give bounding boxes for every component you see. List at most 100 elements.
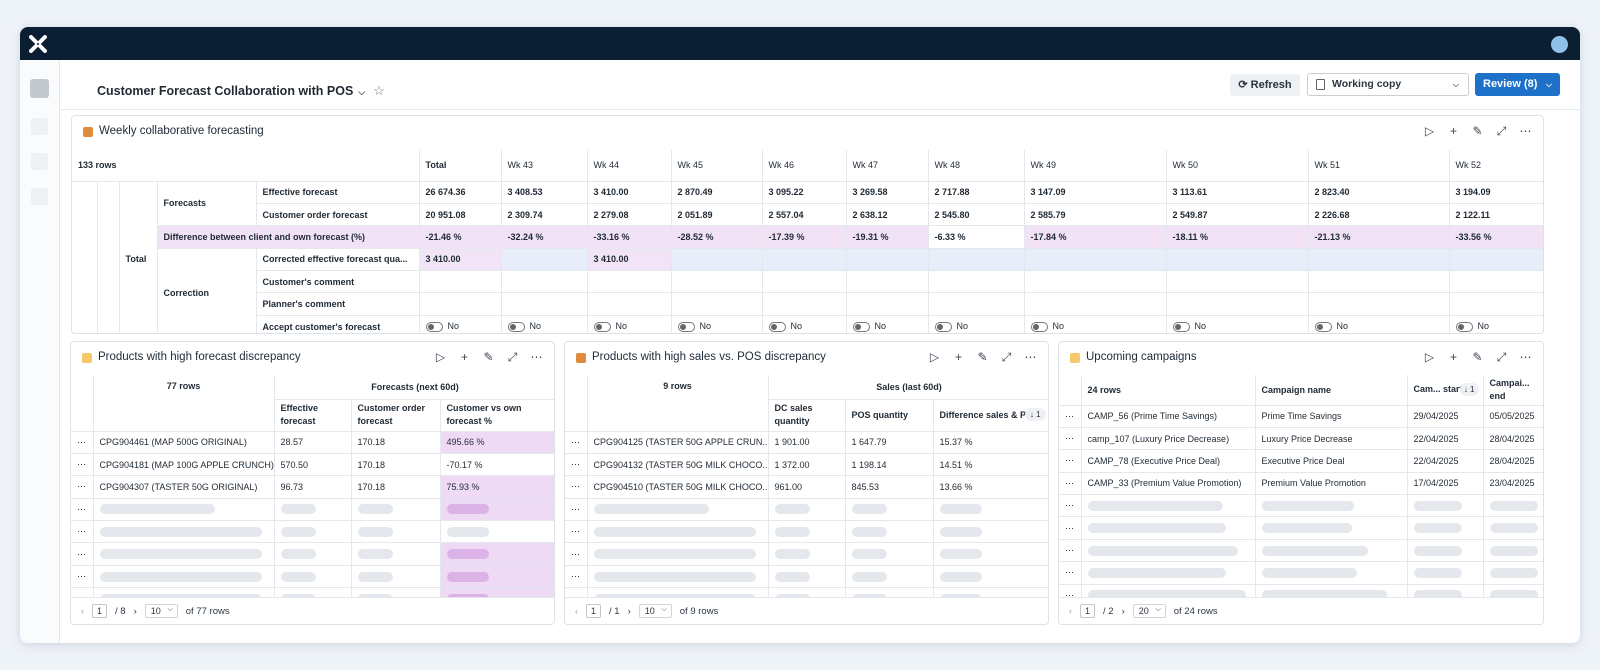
toggle-switch[interactable] xyxy=(768,321,786,332)
column-header[interactable]: POS quantity xyxy=(845,399,934,432)
column-header[interactable]: Campaign name xyxy=(1255,375,1408,406)
comment-cell[interactable] xyxy=(671,292,763,316)
toggle-switch[interactable] xyxy=(934,321,952,332)
more-icon[interactable]: ⋯ xyxy=(1059,472,1082,496)
page-title-wrap[interactable]: Customer Forecast Collaboration with POS… xyxy=(97,83,385,99)
avatar[interactable] xyxy=(1551,36,1568,53)
toggle-switch[interactable] xyxy=(1314,321,1332,332)
play-icon[interactable]: ▷ xyxy=(929,350,940,364)
next-page-icon[interactable]: › xyxy=(1121,605,1125,617)
nav-item[interactable] xyxy=(31,153,48,170)
comment-cell[interactable] xyxy=(928,270,1025,294)
table-row[interactable]: ⋯ CAMP_56 (Prime Time Savings) Prime Time … xyxy=(1059,405,1543,428)
prev-page-icon[interactable]: ‹ xyxy=(81,606,84,616)
accept-toggle-cell[interactable]: No xyxy=(762,315,847,333)
comment-cell[interactable] xyxy=(501,270,588,294)
table-row[interactable]: ⋯ CPG904132 (TASTER 50G MILK CHOCO... 1 37… xyxy=(565,453,1048,477)
page-size-select[interactable]: 20 ⌵ xyxy=(1132,604,1166,618)
more-icon[interactable]: ⋯ xyxy=(71,498,94,522)
pencil-icon[interactable]: ✎ xyxy=(1472,124,1483,138)
accept-toggle-cell[interactable]: No xyxy=(1024,315,1167,333)
plus-icon[interactable]: + xyxy=(1449,350,1457,364)
column-header[interactable]: Cam... start ↓ 1 xyxy=(1407,375,1484,406)
more-icon[interactable]: ⋯ xyxy=(565,453,588,477)
play-icon[interactable]: ▷ xyxy=(1424,350,1435,364)
comment-cell[interactable] xyxy=(587,270,672,294)
page-size-select[interactable]: 10 ⌵ xyxy=(144,604,178,618)
toggle-switch[interactable] xyxy=(1455,321,1473,332)
page-input[interactable]: 1 xyxy=(1080,604,1096,618)
value-cell[interactable]: 3 410.00 xyxy=(419,248,502,272)
table-row[interactable]: ⋯ CPG904510 (TASTER 50G MILK CHOCO... 961.… xyxy=(565,475,1048,499)
more-icon[interactable]: ⋯ xyxy=(1059,494,1082,518)
column-header[interactable]: Wk 51 xyxy=(1308,150,1450,182)
accept-toggle-cell[interactable]: No xyxy=(587,315,672,333)
toggle-switch[interactable] xyxy=(425,321,443,332)
more-icon[interactable]: ⋯ xyxy=(1024,350,1037,364)
table-row[interactable]: ⋯ CPG904307 (TASTER 50G ORIGINAL) 96.73 170… xyxy=(71,475,554,499)
more-icon[interactable]: ⋯ xyxy=(71,475,94,499)
more-icon[interactable]: ⋯ xyxy=(71,453,94,477)
more-icon[interactable]: ⋯ xyxy=(530,350,543,364)
comment-cell[interactable] xyxy=(1449,292,1543,316)
table-row[interactable]: ⋯ CAMP_78 (Executive Price Deal) Executive… xyxy=(1059,449,1543,473)
column-header[interactable]: DC sales quantity xyxy=(768,399,846,432)
table-row[interactable]: ⋯ CPG904125 (TASTER 50G APPLE CRUN... 1 90… xyxy=(565,431,1048,454)
more-icon[interactable]: ⋯ xyxy=(1059,516,1082,540)
accept-toggle-cell[interactable]: No xyxy=(671,315,763,333)
table-row[interactable]: ⋯ CAMP_33 (Premium Value Promotion) Premiu… xyxy=(1059,472,1543,496)
chevron-down-icon[interactable]: ⌵ xyxy=(358,87,366,97)
comment-cell[interactable] xyxy=(1166,292,1309,316)
value-cell[interactable] xyxy=(762,248,847,272)
column-header[interactable]: Wk 43 xyxy=(501,150,588,182)
column-header[interactable]: Wk 45 xyxy=(671,150,763,182)
column-header[interactable]: Effective forecast xyxy=(274,399,352,432)
comment-cell[interactable] xyxy=(846,292,929,316)
pencil-icon[interactable]: ✎ xyxy=(1472,350,1483,364)
column-header[interactable]: Wk 48 xyxy=(928,150,1025,182)
more-icon[interactable]: ⋯ xyxy=(565,565,588,589)
plus-icon[interactable]: + xyxy=(1449,124,1457,138)
table-row[interactable]: ⋯ CPG904461 (MAP 500G ORIGINAL) 28.57 170.1… xyxy=(71,431,554,454)
accept-toggle-cell[interactable]: No xyxy=(846,315,929,333)
table-row[interactable]: ⋯ camp_107 (Luxury Price Decrease) Luxury … xyxy=(1059,427,1543,451)
value-cell[interactable] xyxy=(671,248,763,272)
more-icon[interactable]: ⋯ xyxy=(1059,427,1082,451)
more-icon[interactable]: ⋯ xyxy=(1059,539,1082,563)
next-page-icon[interactable]: › xyxy=(627,605,631,617)
value-cell[interactable] xyxy=(501,248,588,272)
play-icon[interactable]: ▷ xyxy=(435,350,446,364)
column-header[interactable]: Wk 50 xyxy=(1166,150,1309,182)
toggle-switch[interactable] xyxy=(852,321,870,332)
column-header[interactable]: Wk 47 xyxy=(846,150,929,182)
accept-toggle-cell[interactable]: No xyxy=(1308,315,1450,333)
accept-toggle-cell[interactable]: No xyxy=(501,315,588,333)
sort-badge[interactable]: ↓ 1 xyxy=(1459,383,1479,396)
refresh-button[interactable]: ⟳ Refresh xyxy=(1230,74,1300,96)
column-header[interactable]: Campai... end xyxy=(1483,375,1543,406)
more-icon[interactable]: ⋯ xyxy=(565,431,588,454)
comment-cell[interactable] xyxy=(501,292,588,316)
play-icon[interactable]: ▷ xyxy=(1424,124,1435,138)
column-header[interactable]: Customer order forecast xyxy=(351,399,441,432)
plus-icon[interactable]: + xyxy=(954,350,962,364)
column-header[interactable]: Wk 49 xyxy=(1024,150,1167,182)
nav-item[interactable] xyxy=(31,118,48,135)
comment-cell[interactable] xyxy=(928,292,1025,316)
accept-toggle-cell[interactable]: No xyxy=(928,315,1025,333)
more-icon[interactable]: ⋯ xyxy=(565,498,588,522)
review-button[interactable]: Review (8) ⌵ xyxy=(1475,73,1560,96)
page-input[interactable]: 1 xyxy=(92,604,108,618)
comment-cell[interactable] xyxy=(1024,292,1167,316)
more-icon[interactable]: ⋯ xyxy=(1059,561,1082,585)
comment-cell[interactable] xyxy=(846,270,929,294)
comment-cell[interactable] xyxy=(1308,270,1450,294)
prev-page-icon[interactable]: ‹ xyxy=(575,606,578,616)
expand-icon[interactable]: ⤢ xyxy=(1496,350,1507,364)
star-icon[interactable]: ☆ xyxy=(373,83,385,98)
nav-item-active[interactable] xyxy=(30,79,49,98)
comment-cell[interactable] xyxy=(671,270,763,294)
more-icon[interactable]: ⋯ xyxy=(71,565,94,589)
toggle-switch[interactable] xyxy=(677,321,695,332)
comment-cell[interactable] xyxy=(1308,292,1450,316)
